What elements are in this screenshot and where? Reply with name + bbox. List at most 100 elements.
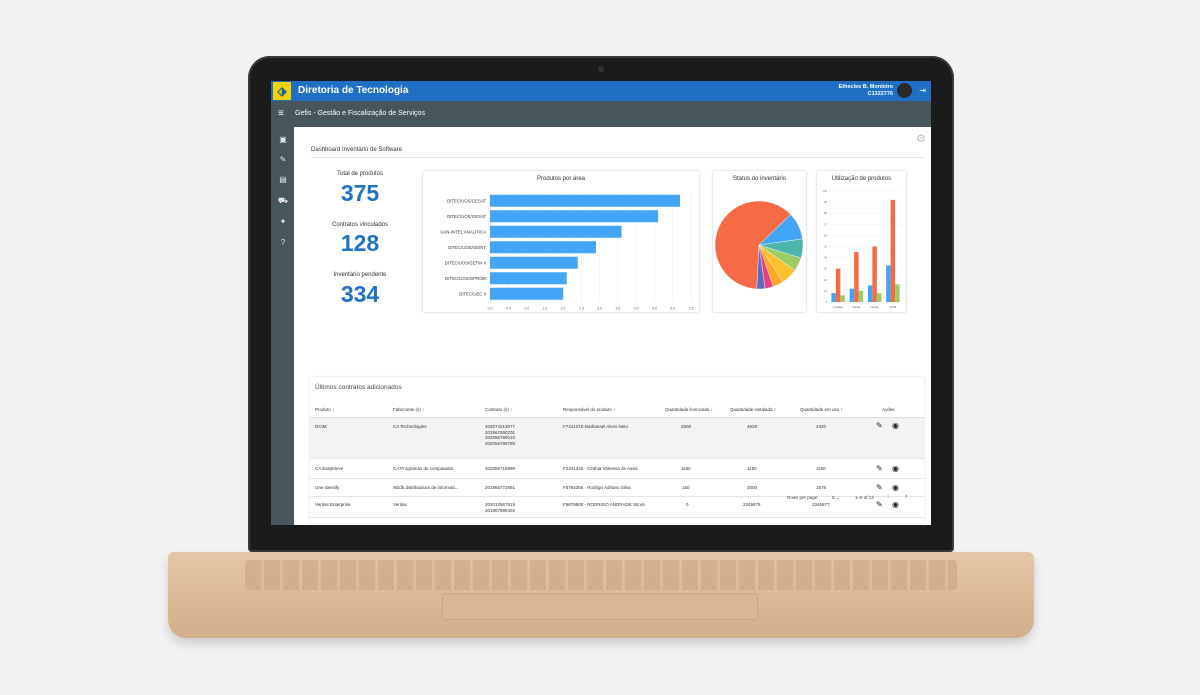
bar <box>854 252 859 302</box>
x-tick-label: 4.0 <box>634 307 639 311</box>
wrench-icon[interactable]: ✦ <box>279 217 287 226</box>
user-id: C1322776 <box>867 91 893 97</box>
cell-contratos: 202012567819 201967895402 <box>485 502 516 513</box>
main-content: ⚙ Dashboard Inventário de Software Total… <box>294 127 931 525</box>
x-tick-label: 3.0 <box>597 307 602 311</box>
sidebar: ▣ ✎ ▤ ⛟ ✦ ? <box>271 127 294 525</box>
laptop-keyboard <box>245 560 957 590</box>
cell-produto: Veritas Enterprise <box>315 502 351 507</box>
cell-contratos: 202074213077 201567890201 202056789010 2… <box>485 424 516 446</box>
cell-fabricante: Veritas <box>393 502 407 507</box>
bar <box>490 225 622 238</box>
chart-title: Produtos por área <box>536 176 586 182</box>
x-tick-label: Veritas <box>852 305 861 309</box>
cell-em-uso: 4320 <box>816 424 827 429</box>
bar <box>872 246 877 302</box>
cell-licenciada: 150 <box>682 485 690 490</box>
stat-value-contracts: 128 <box>340 230 380 256</box>
x-tick-label: Identify <box>870 305 879 309</box>
cell-contratos: 202056718999 <box>485 466 516 471</box>
bar <box>490 287 564 300</box>
header-label: Produto <box>315 407 331 412</box>
view-icon[interactable]: ◉ <box>892 500 899 509</box>
header-label: Quantidade em uso <box>800 407 840 412</box>
cell-instalada: 2000 <box>747 485 758 490</box>
next-page-icon[interactable]: › <box>905 493 908 500</box>
header-em-uso[interactable]: Quantidade em uso ↑ <box>800 407 843 412</box>
dashboard-title: Dashboard Inventário de Software <box>311 147 403 153</box>
bar <box>867 285 873 302</box>
y-tick-label: 0 <box>826 300 828 304</box>
x-tick-label: CA Easy <box>833 305 844 309</box>
rows-per-page-select[interactable]: 5 ⌄ <box>832 495 840 500</box>
y-tick-label: DITEC/UEC II <box>459 291 486 296</box>
header-licenciada[interactable]: Quantidade licenciada ↑ <box>665 407 714 412</box>
x-tick-label: 4.5 <box>652 307 657 311</box>
x-tick-label: 0.5 <box>506 307 511 311</box>
y-tick-label: 10 <box>824 289 827 293</box>
view-icon[interactable]: ◉ <box>892 483 899 492</box>
help-icon[interactable]: ? <box>280 238 286 247</box>
cell-produto: CA Easytrieve <box>315 466 344 471</box>
utilizacao-chart: 0 10 20 30 40 50 60 70 80 90 100 CA Easy Veritas Iden… <box>823 189 902 309</box>
cell-fabricante: CA Technologies <box>393 424 427 429</box>
hamburger-icon[interactable]: ≡ <box>278 108 284 119</box>
bb-logo-icon[interactable]: ⬗ <box>273 82 291 100</box>
cell-responsavel: F8764356 - Rodrigo Adriano Silva <box>563 485 631 490</box>
divider <box>310 417 924 418</box>
header-label: Quantidade instalada <box>730 407 773 412</box>
bar <box>835 268 841 302</box>
prev-page-icon[interactable]: ‹ <box>887 493 890 500</box>
edit-icon[interactable]: ✎ <box>876 483 883 492</box>
chart-card-status: Status do inventário <box>713 171 806 312</box>
bar <box>895 284 900 302</box>
edit-icon[interactable]: ✎ <box>876 464 883 473</box>
table-row[interactable]: CA Easytrieve CA Programas de computador… <box>310 459 924 479</box>
edit-icon[interactable]: ✎ <box>876 500 883 509</box>
y-tick-label: DITEC/UOS/GPROM <box>445 276 486 281</box>
document-icon[interactable]: ▤ <box>279 175 287 184</box>
view-icon[interactable]: ◉ <box>892 421 899 430</box>
header-label: Quantidade licenciada <box>665 407 710 412</box>
header-produto[interactable]: Produto ↓ <box>315 407 335 412</box>
table-row[interactable]: One Identify NEdb distribuidora de infor… <box>310 479 924 497</box>
cell-licenciada: 2500 <box>681 424 692 429</box>
header-label: Responsável do produto <box>563 407 612 412</box>
bar <box>490 194 681 207</box>
cart-icon[interactable]: ⛟ <box>278 196 289 205</box>
x-tick-label: 5.5 <box>689 307 694 311</box>
y-tick-label: 80 <box>824 211 827 215</box>
stat-label-contracts: Contratos vinculados <box>331 222 389 228</box>
x-tick-label: 2.5 <box>579 307 584 311</box>
edit-icon[interactable]: ✎ <box>876 421 883 430</box>
y-tick-label: 30 <box>824 267 827 271</box>
table-row[interactable]: Veritas Enterprise Veritas 202012567819 … <box>310 497 924 518</box>
gear-icon[interactable]: ⚙ <box>916 133 926 145</box>
chart-card-utilizacao: Utilização de produtos 0 10 20 30 40 50 60 70 80… <box>817 171 906 312</box>
view-icon[interactable]: ◉ <box>892 464 899 473</box>
header-contrato[interactable]: Contrato (s) ↑ <box>485 407 513 412</box>
pencil-icon[interactable]: ✎ <box>279 155 287 164</box>
x-tick-label: 1.0 <box>524 307 529 311</box>
y-tick-label: 100 <box>823 189 828 193</box>
pie-slice <box>756 244 766 290</box>
header-instalada[interactable]: Quantidade instalada ↑ <box>730 407 777 412</box>
header-fabricante[interactable]: Fabricante (s) ↑ <box>393 407 425 412</box>
header-responsavel[interactable]: Responsável do produto ↑ <box>563 407 616 412</box>
bar <box>490 272 567 285</box>
header-acoes: Ações <box>882 407 895 412</box>
y-tick-label: 90 <box>824 200 827 204</box>
stat-label-pending: Inventário pendente <box>333 272 387 278</box>
cell-em-uso: 1150 <box>816 466 826 471</box>
cell-responsavel: F5879500 - RODRIGO ANDRADE SILVA <box>563 502 646 507</box>
cell-fabricante: CA Programas de computador <box>393 466 454 471</box>
x-tick-label: 3.5 <box>615 307 620 311</box>
table-row[interactable]: DCIM CA Technologies 202074213077 201567… <box>310 418 924 459</box>
briefcase-icon[interactable]: ▣ <box>279 135 287 144</box>
logout-icon[interactable]: ⇥ <box>919 86 926 95</box>
avatar[interactable] <box>897 83 912 98</box>
chart-title: Status do inventário <box>732 176 787 182</box>
y-tick-label: 60 <box>824 233 827 237</box>
x-tick-label: 1.5 <box>542 307 547 311</box>
cell-instalada: 1150 <box>747 466 757 471</box>
